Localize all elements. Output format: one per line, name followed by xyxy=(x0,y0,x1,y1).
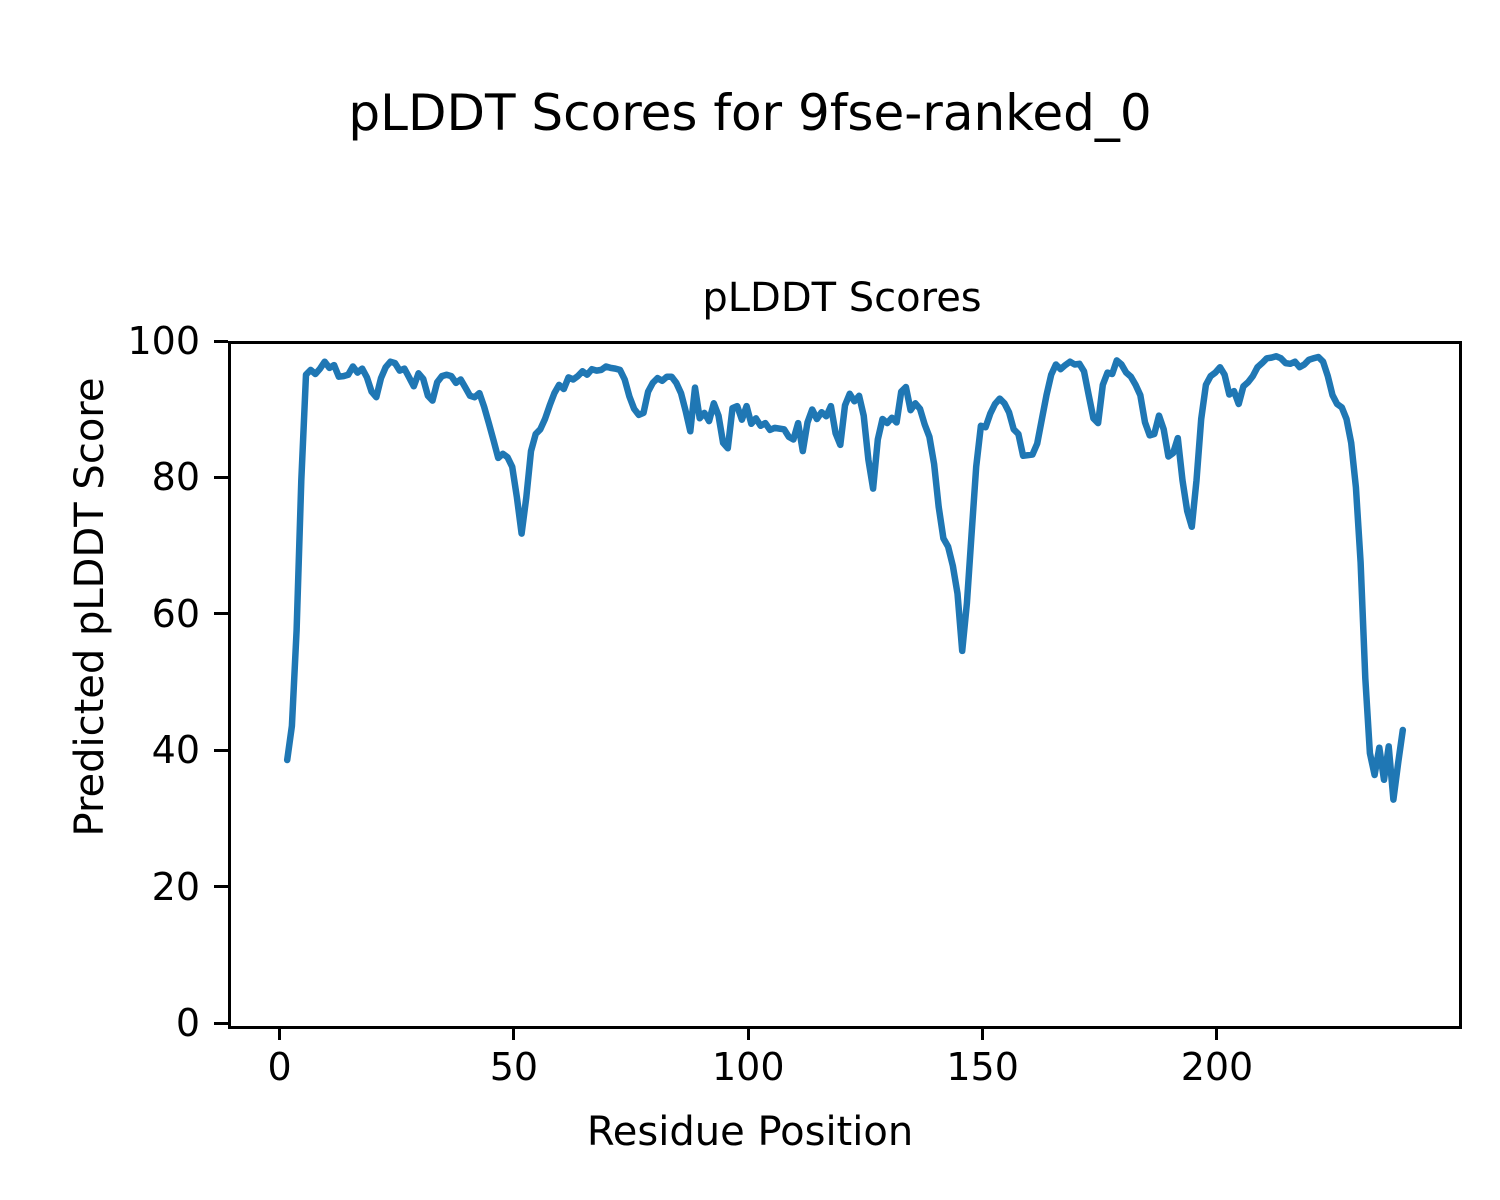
axes-title: pLDDT Scores xyxy=(702,275,982,321)
x-tick-mark xyxy=(746,1026,750,1040)
plot-area xyxy=(228,341,1462,1029)
figure-title: pLDDT Scores for 9fse-ranked_0 xyxy=(348,84,1152,142)
y-tick-label: 80 xyxy=(151,455,200,500)
x-axis-label: Residue Position xyxy=(586,1109,914,1155)
y-tick-label: 100 xyxy=(127,319,200,363)
y-tick-mark xyxy=(214,1021,228,1025)
y-tick-label: 0 xyxy=(175,1001,200,1045)
y-tick-mark xyxy=(214,612,228,616)
y-tick-mark xyxy=(214,339,228,343)
y-tick-mark xyxy=(214,885,228,889)
x-tick-mark xyxy=(981,1026,985,1040)
x-tick-label: 0 xyxy=(267,1045,292,1089)
plddt-line-series xyxy=(283,353,1407,803)
y-tick-mark xyxy=(214,475,228,479)
y-tick-label: 40 xyxy=(151,728,200,773)
plddt-line-chart xyxy=(283,353,1407,803)
x-tick-label: 50 xyxy=(489,1045,539,1089)
x-tick-label: 100 xyxy=(711,1045,785,1089)
y-tick-label: 20 xyxy=(151,864,200,909)
x-tick-label: 200 xyxy=(1180,1045,1254,1089)
x-tick-mark xyxy=(512,1026,516,1040)
y-tick-mark xyxy=(214,748,228,752)
x-tick-mark xyxy=(1215,1026,1219,1040)
x-tick-mark xyxy=(278,1026,282,1040)
y-tick-label: 60 xyxy=(151,591,200,636)
x-tick-label: 150 xyxy=(946,1045,1019,1089)
y-axis-label: Predicted pLDDT Score xyxy=(67,377,113,837)
